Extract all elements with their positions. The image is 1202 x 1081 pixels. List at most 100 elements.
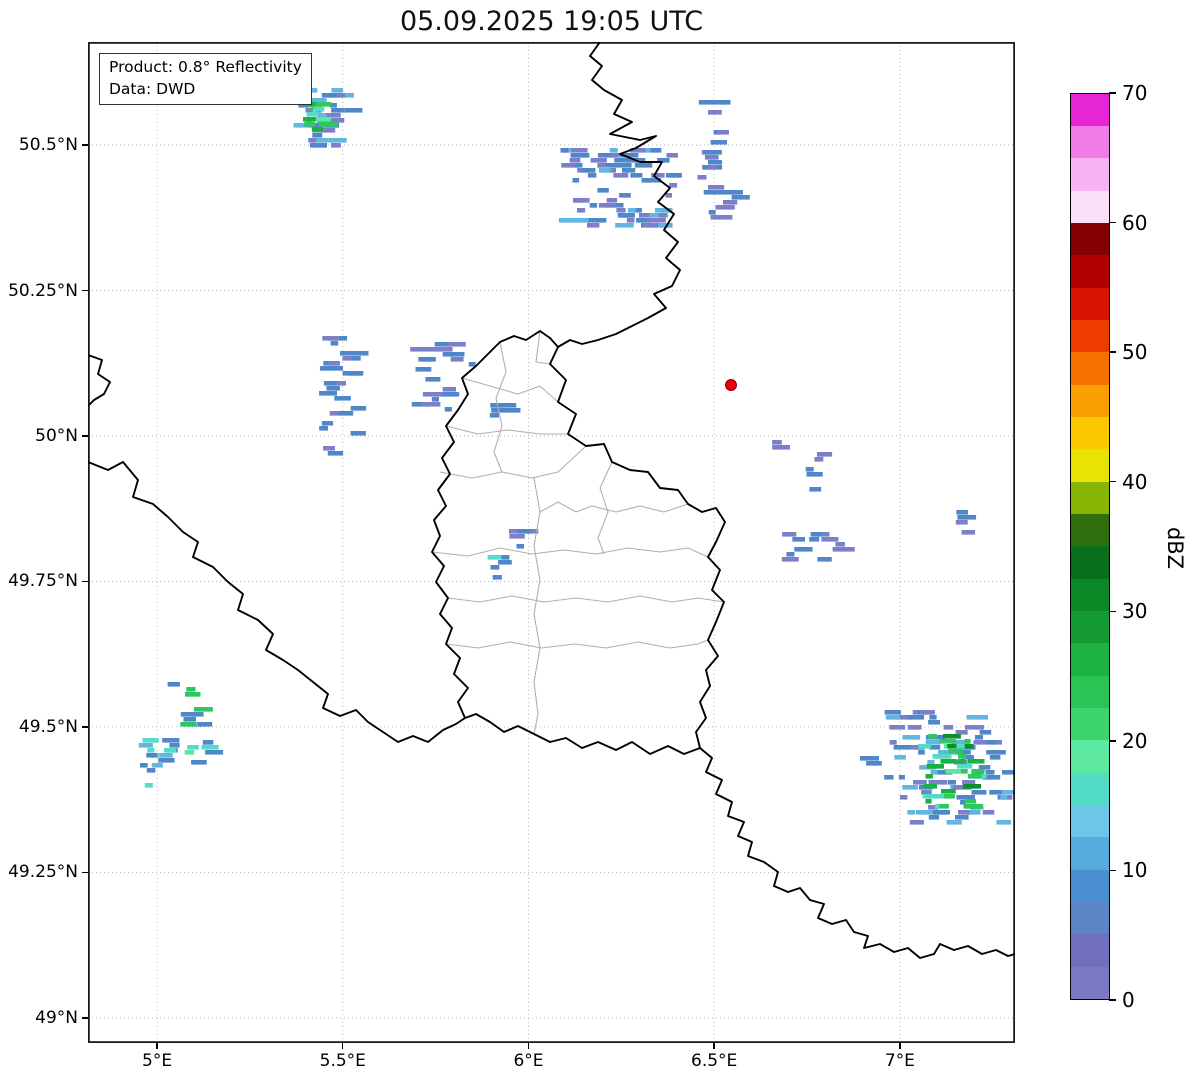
radar-echo-bin (979, 730, 992, 735)
radar-echo-bin (989, 790, 1006, 795)
radar-echo-bin (516, 544, 524, 549)
colorbar-band (1071, 966, 1109, 999)
radar-echo-bin (902, 735, 920, 740)
radar-echo-bin (965, 725, 984, 730)
radar-site-dot (725, 379, 737, 391)
radar-echo-bin (337, 93, 354, 98)
radar-echo-bin (180, 722, 196, 727)
radar-echo-bin (434, 392, 448, 397)
colorbar-tick-mark (1109, 480, 1116, 483)
radar-echo-bin (597, 163, 617, 168)
y-tick-label: 49.5°N (18, 716, 78, 737)
radar-echo-bin (772, 445, 790, 450)
colorbar-label: dBZ (1163, 526, 1187, 570)
radar-echo-bin (561, 163, 575, 168)
radar-echo-bin (963, 784, 977, 789)
radar-echo-bin (966, 715, 985, 720)
radar-echo-bin (442, 392, 460, 397)
radar-echo-bin (508, 529, 521, 534)
colorbar-band (1071, 611, 1109, 644)
radar-echo-bin (319, 122, 338, 127)
radar-echo-bin (885, 715, 900, 720)
radar-echo-bin (955, 744, 966, 749)
canton-border-line (445, 425, 568, 435)
radar-echo-bin (634, 163, 653, 168)
radar-echo-bin (321, 117, 332, 122)
radar-echo-bin (185, 692, 200, 697)
radar-echo-bin (666, 153, 678, 158)
radar-echo-bin (731, 195, 750, 200)
radar-echo-bin (938, 750, 957, 755)
radar-echo-bin (492, 555, 509, 560)
radar-echo-bin (962, 780, 976, 785)
radar-echo-bin (648, 218, 666, 223)
radar-echo-bin (996, 820, 1012, 825)
radar-echo-bin (958, 754, 967, 759)
radar-echo-bin (577, 208, 586, 213)
radar-echo-bin (322, 336, 340, 341)
radar-echo-bin (447, 342, 466, 347)
radar-echo-bin (723, 200, 738, 205)
radar-echo-bin (331, 88, 344, 93)
radar-echo-bin (698, 100, 714, 105)
belgium-france-border (88, 461, 466, 743)
radar-echo-bin (331, 118, 344, 123)
y-tick-mark (82, 144, 88, 146)
radar-echo-bin (609, 148, 618, 153)
colorbar-band (1071, 223, 1109, 256)
radar-echo-bin (928, 720, 940, 725)
radar-site-marker (725, 379, 737, 391)
radar-echo-bin (928, 815, 940, 820)
radar-echo-bin (945, 769, 961, 774)
radar-echo-bin (303, 117, 316, 122)
radar-echo-bin (971, 790, 987, 795)
radar-echo-bin (195, 722, 213, 727)
radar-echo-bin (603, 203, 616, 208)
gridlines (88, 42, 1015, 1043)
colorbar-tick-label: 40 (1122, 469, 1148, 494)
radar-echo-bin (1002, 790, 1015, 795)
radar-echo-bin (321, 421, 334, 426)
canton-border-line (539, 501, 689, 513)
radar-echo-bin (817, 452, 833, 457)
radar-echo-bin (964, 804, 982, 809)
radar-echo-bin (959, 810, 979, 815)
colorbar-tick-mark (1109, 351, 1116, 353)
radar-echo-bin (928, 734, 937, 739)
colorbar-tick-label: 70 (1122, 81, 1148, 105)
y-tick-mark (82, 871, 88, 874)
radar-echo-bin (598, 168, 611, 173)
radar-echo-bin (948, 749, 964, 754)
radar-echo-bin (909, 745, 925, 750)
colorbar-tick-mark (1109, 869, 1116, 872)
colorbar-band (1071, 190, 1109, 224)
x-tick-mark (713, 1043, 715, 1049)
radar-echo-bin (814, 457, 824, 462)
radar-echo-bin (724, 205, 735, 210)
canton-border-line (535, 330, 551, 365)
radar-echo-bin (444, 407, 452, 412)
radar-echo-bin (925, 794, 944, 799)
map-background (88, 42, 1015, 1043)
radar-echo-bin (411, 402, 422, 407)
radar-echo-bin (311, 127, 323, 132)
y-tick-mark (82, 435, 88, 437)
radar-echo-bin (306, 102, 322, 107)
radar-echo-bin (331, 108, 345, 113)
radar-echo-bin (498, 560, 512, 565)
radar-echo-bin (713, 130, 721, 135)
radar-echo-bin (415, 367, 432, 372)
radar-echo-bin (191, 760, 207, 765)
radar-echo-bin (572, 178, 580, 183)
radar-echo-bin (319, 426, 328, 431)
colorbar-band (1071, 481, 1109, 515)
radar-echo-bin (619, 213, 633, 218)
radar-echo-bin (955, 730, 968, 735)
radar-echo-bin (616, 208, 626, 213)
radar-echo-bin (660, 208, 672, 213)
radar-echo-bin (929, 715, 937, 720)
radar-echo-bin (180, 712, 198, 717)
radar-echo-bin (707, 155, 715, 160)
radar-echo-bin (587, 223, 600, 228)
radar-echo-bin (869, 761, 880, 766)
